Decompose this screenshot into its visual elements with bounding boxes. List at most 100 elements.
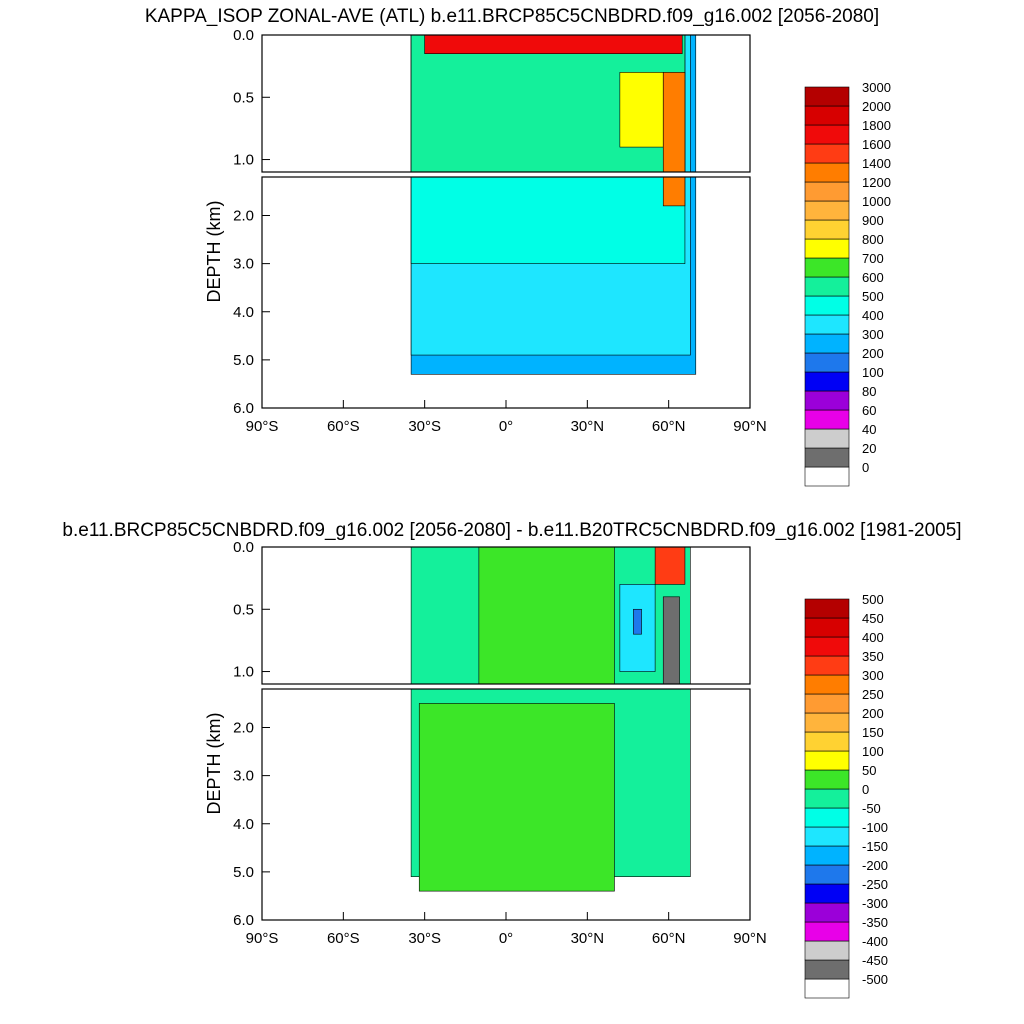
x-tick-label: 90°S <box>246 418 279 435</box>
colorbar-swatch <box>804 617 850 638</box>
colorbar-swatch <box>804 124 850 145</box>
colorbar-label: 1400 <box>862 156 891 171</box>
colorbar-swatch <box>804 409 850 430</box>
y-tick-label: 4.0 <box>233 304 254 321</box>
colorbar-swatch <box>804 105 850 126</box>
y-axis-label: DEPTH (km) <box>204 201 224 303</box>
colorbar-label: -100 <box>862 820 888 835</box>
colorbar-label: 0 <box>862 460 869 475</box>
colorbar-swatch <box>804 731 850 752</box>
y-tick-label: 6.0 <box>233 400 254 417</box>
x-tick-label: 0° <box>499 930 513 947</box>
x-tick-label: 60°N <box>652 930 686 947</box>
colorbar-label: -450 <box>862 953 888 968</box>
colorbar-label: 400 <box>862 630 884 645</box>
colorbar-swatch <box>804 390 850 411</box>
colorbar-swatch <box>804 940 850 961</box>
colorbar-label: 900 <box>862 213 884 228</box>
y-tick-label: 5.0 <box>233 352 254 369</box>
y-tick-label: 0.5 <box>233 89 254 106</box>
colorbar-swatch <box>804 902 850 923</box>
colorbar-label: 450 <box>862 611 884 626</box>
colorbar-swatch <box>804 750 850 771</box>
colorbar-swatch <box>804 314 850 335</box>
y-tick-label: 1.0 <box>233 664 254 681</box>
colorbar-label: 3000 <box>862 80 891 95</box>
colorbar-label: 100 <box>862 744 884 759</box>
colorbar-label: -500 <box>862 972 888 987</box>
contour-region-0-5-0 <box>662 72 686 173</box>
colorbar-label: 80 <box>862 384 876 399</box>
colorbar-swatch <box>804 864 850 885</box>
colorbar-label: 1600 <box>862 137 891 152</box>
colorbar-swatch <box>804 712 850 733</box>
y-tick-label: 0.0 <box>233 27 254 44</box>
colorbar-label: 800 <box>862 232 884 247</box>
colorbar-swatch <box>804 788 850 809</box>
y-tick-label: 1.0 <box>233 152 254 169</box>
colorbar-swatch <box>804 636 850 657</box>
y-tick-label: 4.0 <box>233 816 254 833</box>
x-tick-label: 60°N <box>652 418 686 435</box>
contour-region-1-5-0 <box>662 596 680 685</box>
colorbar-label: 1200 <box>862 175 891 190</box>
plot-frame-upper <box>261 34 751 173</box>
contour-region-0-6-0 <box>424 34 683 54</box>
colorbar-swatch <box>804 447 850 468</box>
x-tick-label: 90°N <box>733 930 767 947</box>
colorbar-label: 60 <box>862 403 876 418</box>
colorbar-swatch <box>804 371 850 392</box>
colorbar-label: 150 <box>862 725 884 740</box>
x-tick-label: 30°S <box>408 418 441 435</box>
colorbar-label: 300 <box>862 327 884 342</box>
contour-region-0-2-1 <box>410 176 686 264</box>
colorbar-swatch <box>804 959 850 980</box>
x-tick-label: 30°S <box>408 930 441 947</box>
colorbar-label: 700 <box>862 251 884 266</box>
x-tick-label: 30°N <box>571 930 605 947</box>
colorbar-label: 200 <box>862 346 884 361</box>
x-tick-label: 0° <box>499 418 513 435</box>
y-tick-label: 0.0 <box>233 539 254 556</box>
colorbar-swatch <box>804 826 850 847</box>
colorbar-label: 2000 <box>862 99 891 114</box>
x-tick-label: 60°S <box>327 930 360 947</box>
colorbar-swatch <box>804 769 850 790</box>
colorbar-swatch <box>804 238 850 259</box>
chart-title-top: KAPPA_ISOP ZONAL-AVE (ATL) b.e11.BRCP85C… <box>144 6 880 27</box>
colorbar-swatch <box>804 162 850 183</box>
y-tick-label: 2.0 <box>233 208 254 225</box>
colorbar-label: 40 <box>862 422 876 437</box>
x-tick-label: 60°S <box>327 418 360 435</box>
colorbar-label: -350 <box>862 915 888 930</box>
x-tick-label: 90°S <box>246 930 279 947</box>
colorbar-swatch <box>804 276 850 297</box>
y-tick-label: 0.5 <box>233 601 254 618</box>
colorbar-swatch <box>804 428 850 449</box>
colorbar-swatch <box>804 655 850 676</box>
colorbar-label: -150 <box>862 839 888 854</box>
colorbar-label: -250 <box>862 877 888 892</box>
contour-region-0-5-1 <box>662 176 686 207</box>
y-tick-label: 3.0 <box>233 256 254 273</box>
chart-title-bottom: b.e11.BRCP85C5CNBDRD.f09_g16.002 [2056-2… <box>62 520 962 541</box>
y-tick-label: 5.0 <box>233 864 254 881</box>
colorbar-label: 20 <box>862 441 876 456</box>
y-tick-label: 6.0 <box>233 912 254 929</box>
colorbar-label: 50 <box>862 763 876 778</box>
colorbar-swatch <box>804 921 850 942</box>
colorbar-swatch <box>804 200 850 221</box>
colorbar-label: 250 <box>862 687 884 702</box>
colorbar-label: 500 <box>862 289 884 304</box>
colorbar-label: 600 <box>862 270 884 285</box>
colorbar-swatch <box>804 143 850 164</box>
contour-region-1-1-1 <box>418 703 615 892</box>
colorbar-swatch <box>804 333 850 354</box>
y-axis-label: DEPTH (km) <box>204 713 224 815</box>
x-tick-label: 90°N <box>733 418 767 435</box>
contour-region-0-4-0 <box>619 72 664 148</box>
colorbar-swatch <box>804 845 850 866</box>
colorbar-label: -50 <box>862 801 881 816</box>
plot-frame-upper <box>261 546 751 685</box>
